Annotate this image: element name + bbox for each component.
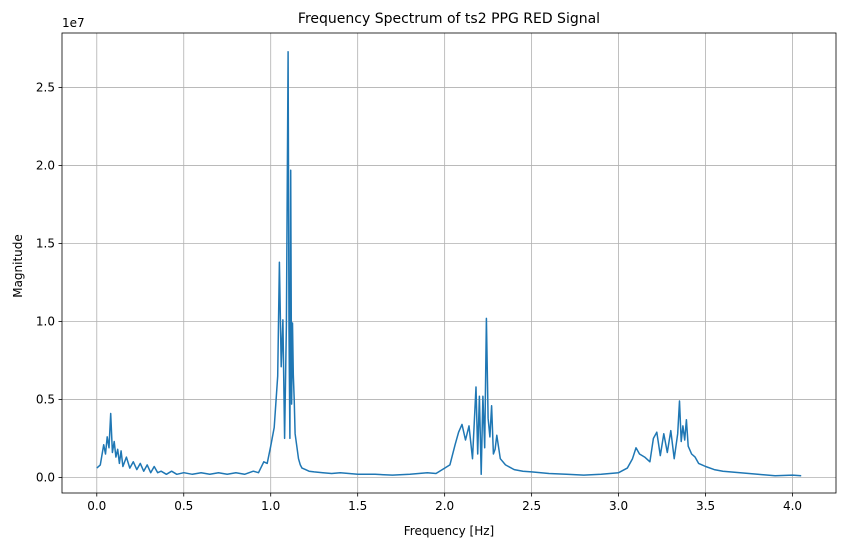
grid	[62, 33, 836, 493]
x-tick-label: 2.5	[522, 499, 541, 513]
spectrum-line	[96, 50, 802, 477]
axes-frame	[61, 32, 837, 494]
x-tick-label: 3.5	[696, 499, 715, 513]
series-layer	[96, 50, 802, 477]
x-axis-ticks: 0.0 0.5 1.0 1.5 2.0 2.5 3.0 3.5 4.0	[87, 493, 802, 513]
x-tick-label: 4.0	[783, 499, 802, 513]
y-tick-label: 1.5	[36, 237, 55, 251]
y-axis-ticks: 0.0 0.5 1.0 1.5 2.0 2.5	[36, 81, 62, 484]
x-tick-label: 1.0	[261, 499, 280, 513]
x-axis-label: Frequency [Hz]	[404, 524, 495, 538]
y-tick-label: 0.5	[36, 392, 55, 406]
x-tick-label: 1.5	[348, 499, 367, 513]
y-tick-label: 2.5	[36, 81, 55, 95]
x-tick-label: 3.0	[609, 499, 628, 513]
x-tick-label: 0.0	[87, 499, 106, 513]
y-tick-label: 2.0	[36, 159, 55, 173]
y-tick-label: 0.0	[36, 470, 55, 484]
y-axis-label: Magnitude	[11, 234, 25, 298]
x-tick-label: 0.5	[174, 499, 193, 513]
y-tick-label: 1.0	[36, 314, 55, 328]
y-axis-offset-label: 1e7	[62, 16, 85, 30]
x-tick-label: 2.0	[435, 499, 454, 513]
chart-title: Frequency Spectrum of ts2 PPG RED Signal	[298, 11, 600, 27]
